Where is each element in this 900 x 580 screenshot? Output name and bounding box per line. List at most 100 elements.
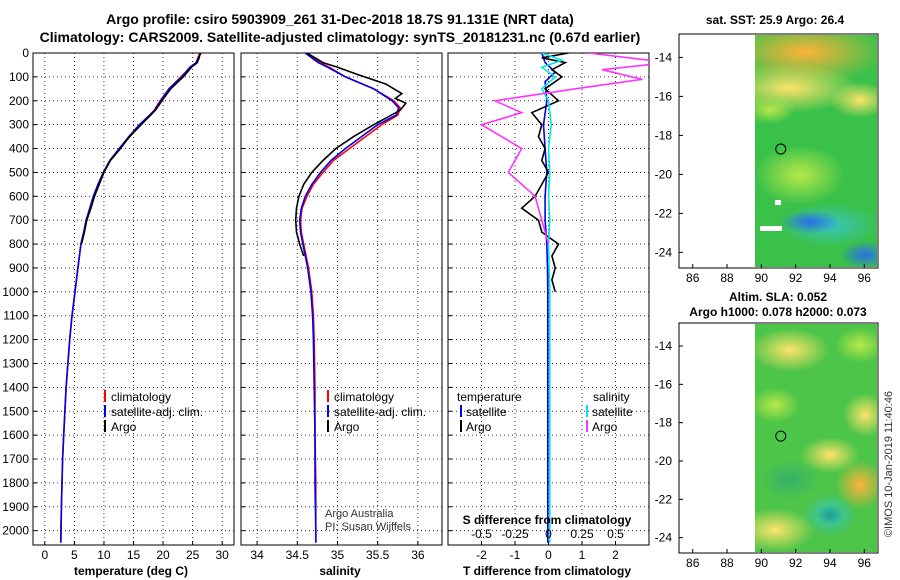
sla-lime-2 <box>755 387 800 423</box>
depth-tick-label: 600 <box>9 189 29 203</box>
temperature-xtick-label: 25 <box>186 548 200 562</box>
sla-map-title-1: Altim. SLA: 0.052 <box>729 290 827 304</box>
legend-swatch-t-satellite <box>460 405 462 417</box>
legend-swatch-argo <box>327 420 329 432</box>
credit-line-2: PI: Susan Wijffels <box>325 521 411 533</box>
map-ytick-label: -16 <box>655 89 673 103</box>
sla-map-axes: 86 88 90 92 94 96 -14 -16 -18 -20 -22 -24 <box>655 339 872 570</box>
s-difference-tick-label: 0.5 <box>607 527 624 541</box>
legend-label-argo: Argo <box>111 420 137 434</box>
depth-tick-label: 0 <box>22 46 29 60</box>
salinity-xtick-label: 35 <box>331 548 345 562</box>
imos-stamp: ©IMOS 10-Jan-2019 11:40:46 <box>883 391 895 537</box>
temperature-series-satellite <box>60 53 202 543</box>
legend-swatch-climatology <box>104 390 106 402</box>
temperature-xtick-label: 20 <box>156 548 170 562</box>
legend-label-climatology: climatology <box>334 390 394 404</box>
legend-label-satellite: satellite-adj. clim. <box>334 405 426 419</box>
map-ytick-label: -14 <box>655 339 673 353</box>
map-xtick-label: 92 <box>789 556 803 570</box>
depth-tick-label: 1900 <box>2 500 29 514</box>
sla-map-title-2: Argo h1000: 0.078 h2000: 0.073 <box>689 305 867 319</box>
salinity-panel <box>240 52 443 546</box>
salinity-series-argo <box>294 53 408 257</box>
depth-tick-label: 1700 <box>2 452 29 466</box>
sst-map-title: sat. SST: 25.9 Argo: 26.4 <box>706 13 845 27</box>
map-xtick-label: 86 <box>686 271 700 285</box>
legend-label-satellite: satellite-adj. clim. <box>111 405 203 419</box>
sla-teal-2 <box>760 460 820 500</box>
map-ytick-label: -20 <box>655 454 673 468</box>
s-difference-ticks: -0.5 -0.25 0 0.25 0.5 <box>471 527 624 541</box>
depth-tick-label: 1800 <box>2 476 29 490</box>
legend-swatch-s-satellite <box>586 405 588 417</box>
depth-tick-label: 1000 <box>2 285 29 299</box>
depth-tick-label: 500 <box>9 165 29 179</box>
temperature-grid: 0 5 10 15 20 25 30 <box>33 52 234 562</box>
map-ytick-label: -18 <box>655 416 673 430</box>
map-xtick-label: 92 <box>789 271 803 285</box>
credit-line-1: Argo Australia <box>325 508 394 520</box>
depth-tick-label: 1400 <box>2 380 29 394</box>
depth-tick-label: 1200 <box>2 333 29 347</box>
salinity-xtick-label: 35.5 <box>366 548 390 562</box>
difference-xtick-label: 2 <box>612 548 619 562</box>
map-xtick-label: 96 <box>858 271 872 285</box>
title-line-1: Argo profile: csiro 5903909_261 31-Dec-2… <box>106 11 574 27</box>
temperature-xtick-label: 0 <box>41 548 48 562</box>
temperature-series-argo <box>80 53 202 245</box>
difference-series <box>479 53 649 543</box>
depth-tick-label: 100 <box>9 70 29 84</box>
sla-float-marker <box>775 430 787 442</box>
s-difference-tick-label: -0.5 <box>471 527 492 541</box>
salinity-series-satellite <box>298 53 400 543</box>
depth-tick-label: 800 <box>9 237 29 251</box>
salinity-xtick-label: 34 <box>250 548 264 562</box>
sst-gap-2 <box>775 200 781 205</box>
sla-yellow-1 <box>755 328 830 372</box>
difference-series-satellite <box>541 53 557 543</box>
map-xtick-label: 94 <box>823 271 837 285</box>
s-difference-title: S difference from climatology <box>463 513 632 527</box>
legend-swatch-satellite <box>104 405 106 417</box>
sla-yellow-3 <box>800 437 860 473</box>
depth-tick-label: 2000 <box>2 524 29 538</box>
s-difference-tick-label: -0.25 <box>501 527 529 541</box>
sst-yellow-patch <box>830 82 877 118</box>
map-ytick-label: -24 <box>655 245 673 259</box>
sla-yellow-2 <box>843 393 877 437</box>
depth-tick-label: 1300 <box>2 356 29 370</box>
depth-tick-label: 900 <box>9 261 29 275</box>
legend-heading-salinity: salinity <box>593 390 630 404</box>
salinity-series <box>294 53 408 543</box>
salinity-xlabel: salinity <box>319 564 361 578</box>
salinity-grid: 34 34.5 35 35.5 36 <box>241 52 442 562</box>
sla-map-field <box>755 324 877 552</box>
sst-blue-patch-2 <box>840 241 877 267</box>
difference-xtick-label: -1 <box>510 548 521 562</box>
difference-series-sal_argo <box>479 53 649 245</box>
map-xtick-label: 88 <box>720 271 734 285</box>
difference-xtick-label: 1 <box>579 548 586 562</box>
sst-float-marker <box>775 143 787 155</box>
sst-map-axes: 86 88 90 92 94 96 -14 -16 -18 -20 -22 -24 <box>655 50 872 285</box>
map-ytick-label: -18 <box>655 128 673 142</box>
map-xtick-label: 86 <box>686 556 700 570</box>
temperature-legend: climatology satellite-adj. clim. Argo <box>104 390 203 434</box>
legend-swatch-t-argo <box>460 420 462 432</box>
legend-swatch-satellite <box>327 405 329 417</box>
legend-label-s-argo: Argo <box>592 420 618 434</box>
difference-xtick-label: -2 <box>476 548 487 562</box>
depth-tick-label: 1100 <box>3 309 29 323</box>
legend-label-t-argo: Argo <box>466 420 492 434</box>
depth-axis: 0 100 200 300 400 500 600 700 800 900 1000 1100 1200… <box>2 46 29 538</box>
legend-swatch-s-argo <box>586 420 588 432</box>
map-xtick-label: 90 <box>755 556 769 570</box>
map-ytick-label: -24 <box>655 531 673 545</box>
sst-map-field <box>755 35 877 267</box>
difference-xlabel: T difference from climatology <box>463 564 631 578</box>
temperature-series <box>59 53 202 543</box>
title-line-2: Climatology: CARS2009. Satellite-adjuste… <box>40 29 641 45</box>
s-difference-tick-label: 0.25 <box>570 527 594 541</box>
